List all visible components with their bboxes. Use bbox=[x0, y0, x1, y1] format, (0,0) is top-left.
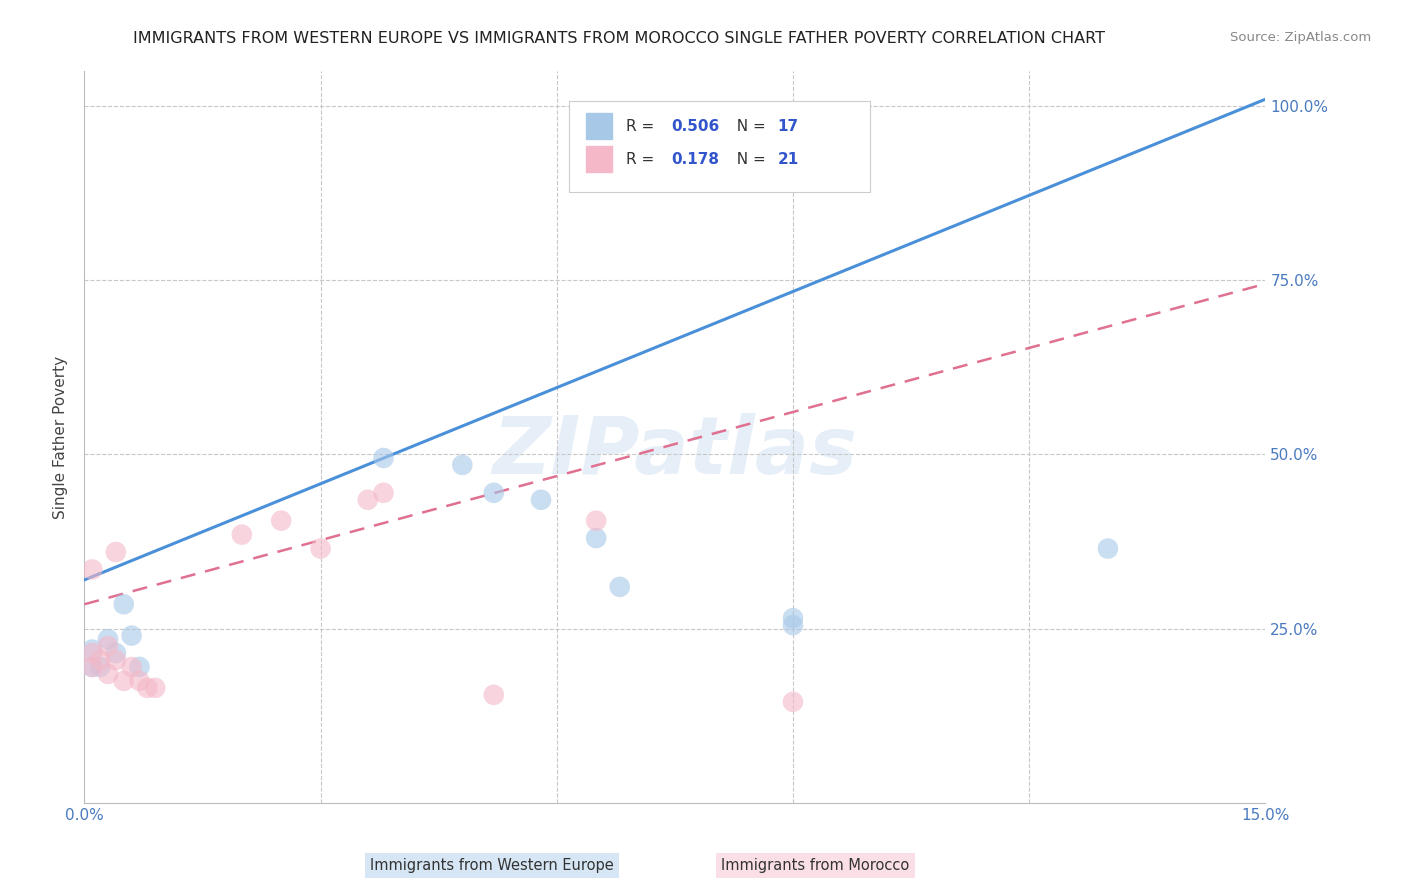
Text: R =: R = bbox=[627, 152, 665, 167]
Point bbox=[97, 632, 120, 646]
Text: 17: 17 bbox=[778, 119, 799, 134]
Text: 0.506: 0.506 bbox=[671, 119, 720, 134]
Point bbox=[136, 681, 159, 695]
Point bbox=[128, 673, 150, 688]
Point bbox=[482, 688, 505, 702]
Point bbox=[112, 673, 135, 688]
Text: 21: 21 bbox=[778, 152, 799, 167]
FancyBboxPatch shape bbox=[568, 101, 870, 192]
Text: Immigrants from Western Europe: Immigrants from Western Europe bbox=[370, 858, 614, 872]
Text: Source: ZipAtlas.com: Source: ZipAtlas.com bbox=[1230, 31, 1371, 45]
Text: 0.178: 0.178 bbox=[671, 152, 720, 167]
Point bbox=[585, 514, 607, 528]
Text: N =: N = bbox=[727, 119, 770, 134]
Point bbox=[104, 653, 127, 667]
Point bbox=[121, 629, 143, 643]
Point bbox=[373, 450, 395, 465]
Point bbox=[530, 492, 553, 507]
Point bbox=[112, 597, 135, 611]
FancyBboxPatch shape bbox=[586, 113, 612, 139]
Text: N =: N = bbox=[727, 152, 770, 167]
Text: ZIPatlas: ZIPatlas bbox=[492, 413, 858, 491]
Point bbox=[270, 514, 292, 528]
Point bbox=[82, 646, 104, 660]
Text: IMMIGRANTS FROM WESTERN EUROPE VS IMMIGRANTS FROM MOROCCO SINGLE FATHER POVERTY : IMMIGRANTS FROM WESTERN EUROPE VS IMMIGR… bbox=[132, 31, 1105, 46]
Point bbox=[97, 639, 120, 653]
FancyBboxPatch shape bbox=[586, 146, 612, 172]
Point bbox=[782, 695, 804, 709]
Y-axis label: Single Father Poverty: Single Father Poverty bbox=[53, 356, 69, 518]
Point bbox=[82, 660, 104, 674]
Point bbox=[143, 681, 166, 695]
Point bbox=[782, 611, 804, 625]
Point bbox=[104, 646, 127, 660]
Point bbox=[89, 653, 111, 667]
Point bbox=[128, 660, 150, 674]
Point bbox=[451, 458, 474, 472]
Point bbox=[585, 531, 607, 545]
Point bbox=[373, 485, 395, 500]
Text: Immigrants from Morocco: Immigrants from Morocco bbox=[721, 858, 910, 872]
Point bbox=[609, 580, 631, 594]
Point bbox=[121, 660, 143, 674]
Point bbox=[482, 485, 505, 500]
Point bbox=[89, 660, 111, 674]
Text: R =: R = bbox=[627, 119, 659, 134]
Point bbox=[104, 545, 127, 559]
Point bbox=[97, 667, 120, 681]
Point bbox=[1097, 541, 1119, 556]
Point bbox=[231, 527, 253, 541]
Point bbox=[309, 541, 332, 556]
Point bbox=[357, 492, 380, 507]
Point bbox=[82, 562, 104, 576]
Point bbox=[82, 642, 104, 657]
Point bbox=[782, 618, 804, 632]
Point bbox=[82, 660, 104, 674]
